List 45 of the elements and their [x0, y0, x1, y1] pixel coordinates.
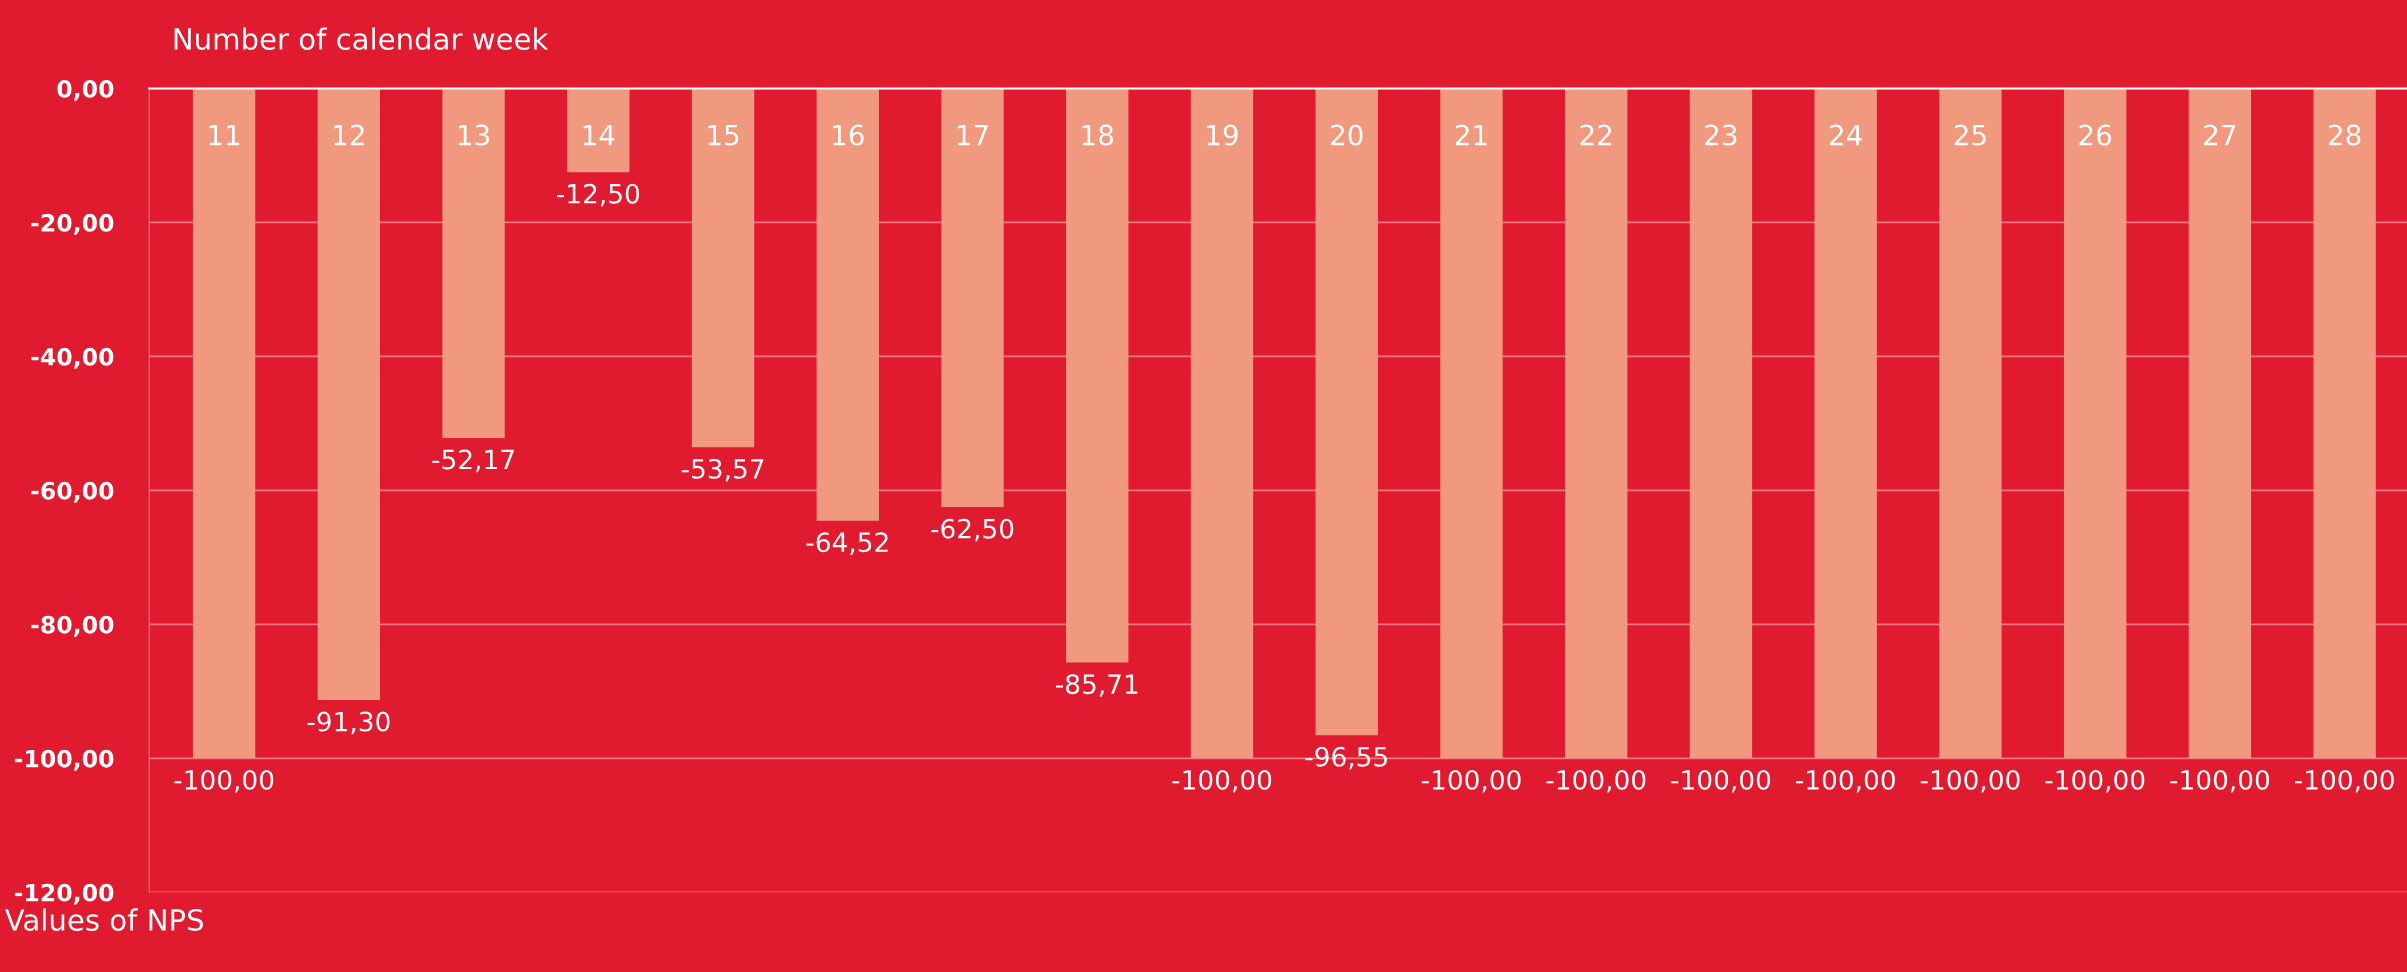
data-label: -53,57: [681, 458, 764, 482]
x-tick-label: 18: [1082, 124, 1114, 146]
x-tick-label: 15: [708, 124, 739, 146]
x-tick-label: 27: [2204, 124, 2236, 146]
data-label: -62,50: [931, 518, 1014, 542]
data-label: -85,71: [1056, 674, 1138, 697]
data-label: -100,00: [2294, 769, 2394, 793]
y-tick-label: -100,00: [14, 749, 114, 771]
x-tick-label: 11: [209, 124, 240, 146]
x-tick-label: 16: [833, 124, 864, 146]
data-label: -100,00: [174, 769, 274, 793]
x-tick-label: 12: [334, 124, 364, 146]
data-label: -100,00: [1671, 769, 1771, 793]
data-label: -12,50: [557, 183, 640, 207]
data-label: -100,00: [1920, 769, 2020, 793]
data-label: -100,00: [2170, 769, 2270, 793]
x-tick-label: 28: [2328, 124, 2361, 146]
x-tick-label: 17: [957, 124, 988, 146]
x-tick-label: 21: [1455, 124, 1487, 146]
data-label: -100,00: [1421, 769, 1521, 793]
x-tick-label: 26: [2079, 124, 2112, 146]
y-tick-label: -20,00: [31, 213, 114, 235]
data-label: -52,17: [432, 449, 514, 473]
x-tick-label: 22: [1580, 124, 1612, 146]
y-tick-label: -120,00: [14, 883, 114, 905]
data-label: -100,00: [1172, 769, 1272, 793]
data-label: -100,00: [2045, 769, 2145, 793]
x-tick-label: 25: [1954, 124, 1986, 146]
x-tick-label: 20: [1331, 124, 1363, 146]
y-tick-label: -60,00: [31, 481, 114, 503]
chart-title: Number of calendar week: [174, 27, 549, 50]
data-label: -100,00: [1796, 769, 1895, 793]
y-tick-label: -40,00: [31, 347, 114, 369]
y-tick-label: 0,00: [57, 79, 114, 101]
data-label: -100,00: [1546, 769, 1646, 793]
y-axis-title: Values of NPS: [4, 908, 203, 931]
y-tick-label: -80,00: [31, 615, 114, 637]
x-tick-label: 23: [1705, 124, 1737, 146]
data-label: -64,52: [806, 532, 888, 555]
x-tick-label: 14: [583, 124, 615, 146]
x-tick-label: 19: [1207, 124, 1238, 146]
data-label: -96,55: [1305, 746, 1387, 770]
x-tick-label: 13: [458, 124, 489, 146]
x-tick-label: 24: [1830, 124, 1862, 146]
data-label: -91,30: [307, 711, 390, 735]
